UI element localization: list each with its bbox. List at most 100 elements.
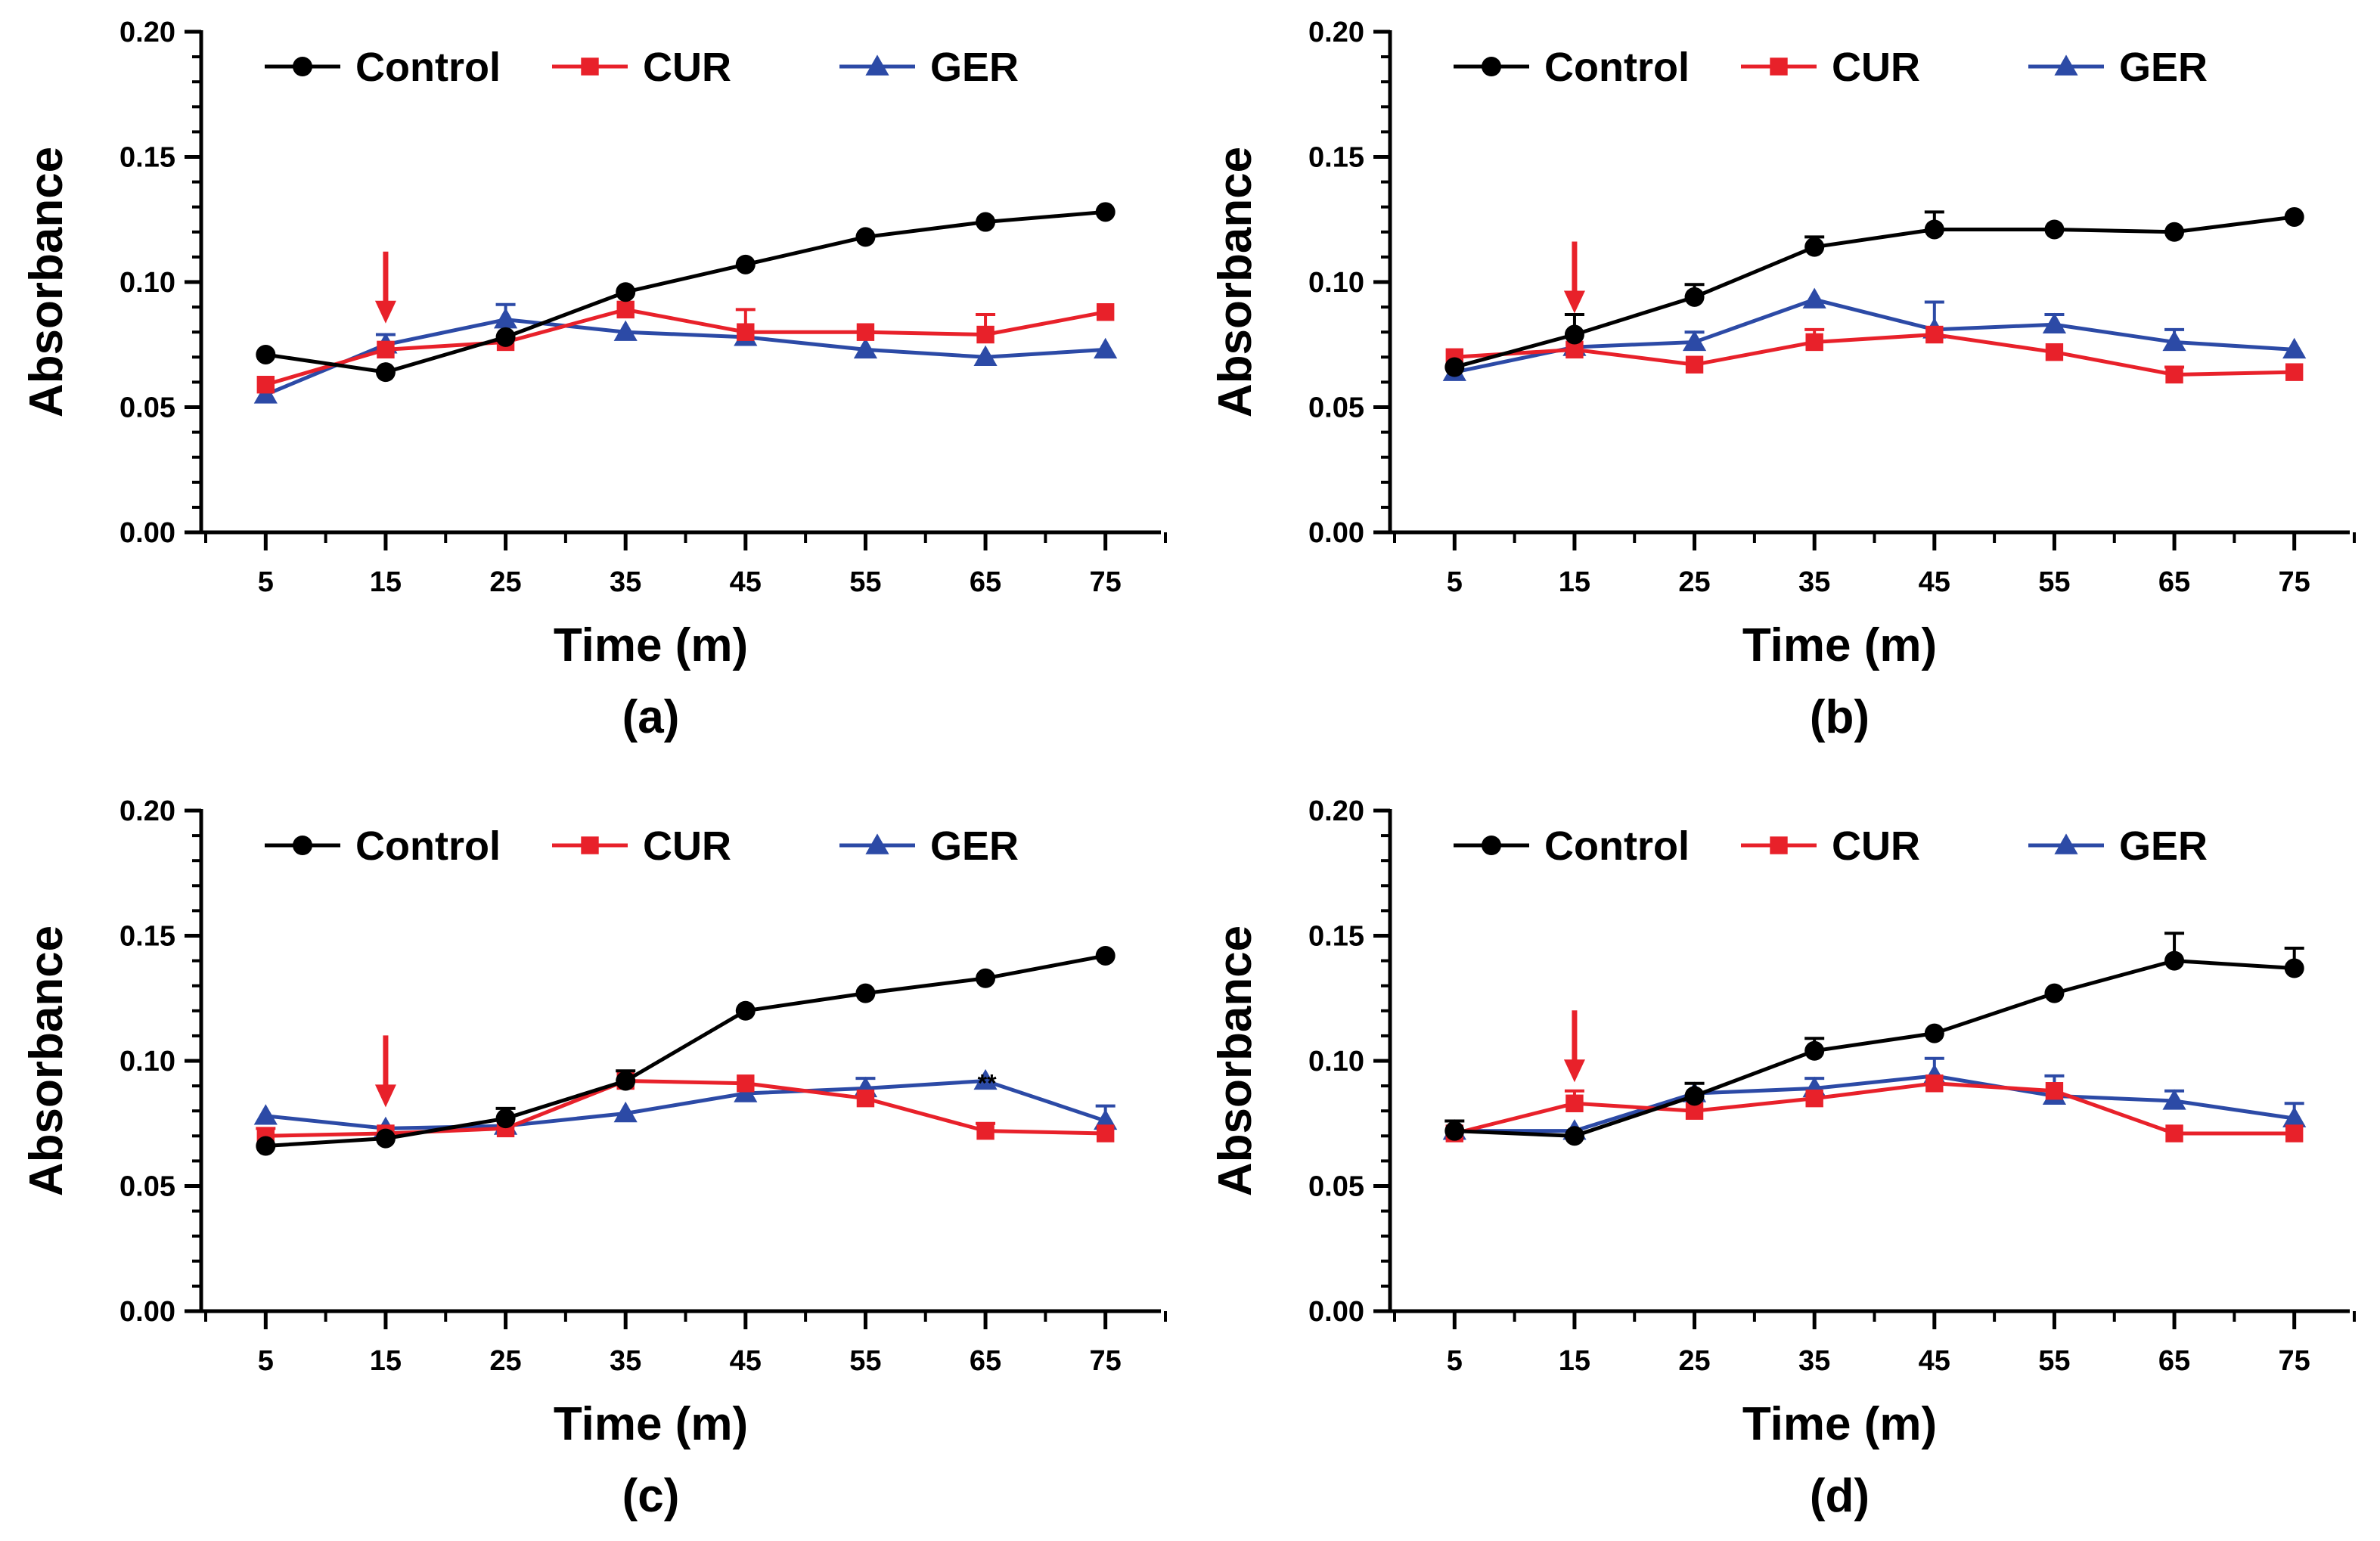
cur-point — [976, 1121, 995, 1140]
panel-label: (d) — [1810, 1470, 1870, 1522]
control-point — [2044, 219, 2065, 240]
y-tick-label: 0.05 — [1308, 392, 1364, 424]
cur-series-line — [265, 1078, 1106, 1138]
cur-point — [2165, 365, 2183, 384]
control-series-line — [1454, 959, 2295, 1138]
y-tick-label: 0.15 — [119, 921, 175, 953]
ger-point — [253, 1104, 278, 1125]
chart-panel-3: 0.00 0.05 0.10 0.15 0.20 5 15 25 35 45 55 65 75 Time … — [20, 795, 1167, 1522]
control-series-line — [1454, 215, 2295, 369]
control-point — [1684, 287, 1705, 307]
x-tick-label: 45 — [730, 1345, 762, 1377]
legend-ger-label: GER — [930, 823, 1019, 869]
control-point — [375, 1128, 396, 1149]
y-tick-label: 0.20 — [1308, 795, 1364, 827]
legend-control-marker — [293, 57, 312, 76]
x-tick-label: 15 — [1559, 1345, 1590, 1377]
cur-point — [1565, 1094, 1584, 1112]
y-tick-label: 0.00 — [1308, 1296, 1364, 1328]
x-axis-title: Time (m) — [554, 619, 748, 671]
control-point — [1804, 1040, 1825, 1061]
y-tick-label: 0.20 — [119, 17, 175, 48]
control-point — [855, 983, 876, 1003]
ger-point — [1094, 337, 1118, 359]
y-tick-label: 0.15 — [119, 142, 175, 174]
legend-item-ger: GER — [2028, 45, 2208, 90]
control-point — [855, 227, 876, 247]
control-point — [1095, 945, 1116, 966]
panel-label: (a) — [622, 691, 680, 743]
x-tick-label: 55 — [849, 1345, 881, 1377]
x-axis-title: Time (m) — [1742, 1398, 1937, 1450]
legend-item-cur: CUR — [552, 823, 731, 869]
ger-point — [1802, 287, 1826, 309]
cur-series-line — [1454, 1081, 2295, 1136]
control-point — [1924, 219, 1944, 240]
control-point — [616, 1071, 636, 1091]
legend-ger-label: GER — [2119, 823, 2208, 869]
ger-series-line — [1454, 297, 2295, 374]
y-tick-label: 0.05 — [119, 1171, 175, 1203]
control-point — [495, 327, 516, 347]
x-tick-label: 25 — [1678, 1345, 1710, 1377]
cur-point — [1925, 325, 1944, 344]
control-point — [256, 1136, 276, 1156]
y-tick-label: 0.00 — [119, 517, 175, 549]
ger-point — [613, 1101, 638, 1123]
legend-item-ger: GER — [839, 45, 1019, 90]
panel-label: (b) — [1810, 691, 1870, 743]
legend-item-control: Control — [265, 823, 501, 869]
y-axis-title: Absorbance — [20, 147, 73, 417]
legend-cur-label: CUR — [1832, 823, 1920, 869]
y-axis-title: Absorbance — [1209, 926, 1261, 1196]
legend-item-ger: GER — [839, 823, 1019, 869]
cur-series-line — [1454, 332, 2295, 377]
x-tick-label: 35 — [610, 566, 641, 598]
control-point — [976, 968, 996, 988]
control-point — [375, 362, 396, 383]
control-point — [1095, 202, 1116, 222]
ger-point — [2282, 1106, 2307, 1127]
x-tick-label: 65 — [970, 1345, 1001, 1377]
legend-ger-marker — [865, 833, 889, 854]
cur-point — [2165, 1124, 2183, 1143]
legend-control-marker — [1482, 836, 1501, 855]
chart-panel-2: 0.00 0.05 0.10 0.15 0.20 5 15 25 35 45 55 65 75 Time … — [1209, 17, 2356, 743]
control-point — [1564, 324, 1584, 345]
y-axis-title: Absorbance — [20, 926, 73, 1196]
cur-point — [1565, 340, 1584, 359]
ger-point — [973, 1068, 998, 1090]
arrow-head — [374, 1084, 396, 1108]
legend-control-label: Control — [1544, 823, 1690, 869]
cur-point — [2045, 343, 2064, 361]
legend-item-control: Control — [1454, 823, 1690, 869]
control-point — [616, 282, 636, 302]
ger-point — [1682, 330, 1707, 352]
x-tick-label: 35 — [610, 1345, 641, 1377]
cur-point — [256, 376, 275, 394]
x-tick-label: 65 — [2158, 1345, 2190, 1377]
legend-cur-marker — [581, 836, 599, 854]
ger-point — [2282, 337, 2307, 359]
legend-item-cur: CUR — [1741, 45, 1920, 90]
red-arrow-icon — [374, 251, 396, 324]
arrow-head — [1563, 1059, 1585, 1083]
x-tick-label: 15 — [370, 566, 402, 598]
x-tick-label: 45 — [1919, 566, 1950, 598]
y-tick-label: 0.05 — [1308, 1171, 1364, 1203]
y-tick-label: 0.10 — [1308, 267, 1364, 299]
control-point — [1804, 237, 1825, 257]
legend-cur-label: CUR — [1832, 45, 1920, 90]
control-point — [256, 344, 276, 364]
legend-control-label: Control — [355, 823, 501, 869]
legend-item-cur: CUR — [552, 45, 731, 90]
chart-panel-4: 0.00 0.05 0.10 0.15 0.20 5 15 25 35 45 55 65 75 Time … — [1209, 795, 2356, 1522]
cur-point — [856, 1089, 875, 1108]
cur-series-line — [265, 307, 1106, 387]
x-tick-label: 5 — [1447, 566, 1463, 598]
ger-point — [2162, 330, 2186, 352]
legend-ger-label: GER — [2119, 45, 2208, 90]
x-tick-label: 55 — [849, 566, 881, 598]
cur-point — [2045, 1082, 2064, 1100]
x-tick-label: 25 — [1678, 566, 1710, 598]
